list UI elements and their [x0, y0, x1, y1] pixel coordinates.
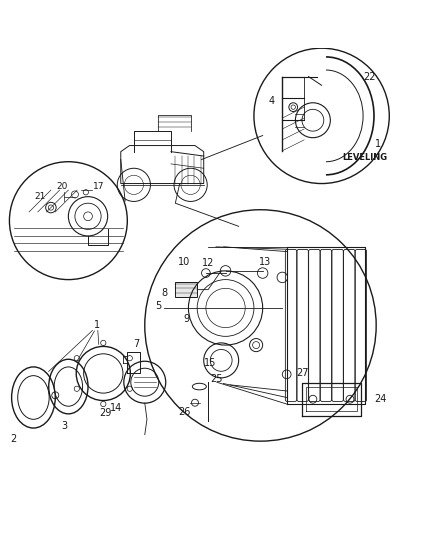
- Text: 17: 17: [93, 182, 105, 191]
- Text: 27: 27: [297, 368, 309, 378]
- Text: 10: 10: [178, 257, 190, 267]
- Text: 4: 4: [268, 95, 275, 106]
- Text: 3: 3: [61, 421, 67, 431]
- FancyBboxPatch shape: [175, 282, 197, 297]
- Text: 8: 8: [161, 288, 167, 298]
- Text: 13: 13: [259, 257, 271, 267]
- Text: 26: 26: [178, 407, 190, 417]
- Text: 21: 21: [34, 192, 46, 201]
- Text: 7: 7: [133, 339, 139, 349]
- Text: 1: 1: [94, 320, 100, 330]
- Text: LEVELING: LEVELING: [343, 153, 388, 162]
- Text: 15: 15: [204, 358, 216, 368]
- Text: 29: 29: [99, 408, 112, 418]
- Text: 5: 5: [155, 301, 161, 311]
- Text: 9: 9: [183, 314, 189, 324]
- Text: 2: 2: [11, 434, 17, 444]
- Text: 12: 12: [202, 258, 214, 268]
- Text: 25: 25: [211, 374, 223, 384]
- Text: 22: 22: [364, 71, 376, 82]
- Text: 1: 1: [375, 139, 381, 149]
- Text: 24: 24: [374, 394, 387, 404]
- Text: 14: 14: [110, 402, 123, 413]
- Text: 20: 20: [56, 182, 67, 191]
